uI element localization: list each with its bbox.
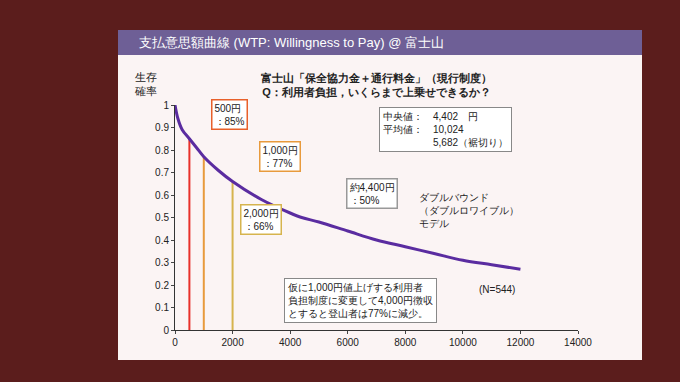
svg-text:0.5: 0.5	[155, 212, 169, 223]
svg-text:0.3: 0.3	[155, 257, 169, 268]
svg-text:0.8: 0.8	[155, 145, 169, 156]
svg-text:1: 1	[163, 100, 169, 111]
svg-text:0.7: 0.7	[155, 167, 169, 178]
svg-text:(N=544): (N=544)	[479, 284, 515, 295]
svg-text:0.4: 0.4	[155, 235, 169, 246]
svg-text:中央値： 4,402 円平均値： 10,024 5,: 中央値： 4,402 円平均値： 10,024 5,682（裾切り）	[383, 111, 508, 148]
svg-text:生存確率: 生存確率	[134, 71, 157, 97]
svg-text:500円：85%: 500円：85%	[215, 103, 245, 127]
svg-text:約4,400円：50%: 約4,400円：50%	[350, 182, 395, 206]
svg-text:0.9: 0.9	[155, 122, 169, 133]
svg-text:6000: 6000	[337, 337, 360, 348]
svg-text:0: 0	[163, 325, 169, 336]
svg-text:支払意思額曲線 (WTP: Willingness to P: 支払意思額曲線 (WTP: Willingness to Pay) @ 富士山	[139, 35, 444, 50]
svg-text:ダブルバウンド（ダブルロワイブル）モデル: ダブルバウンド（ダブルロワイブル）モデル	[419, 192, 519, 229]
svg-text:仮に1,000円値上げする利用者負担制度に変更して4,000: 仮に1,000円値上げする利用者負担制度に変更して4,000円徴収とすると登山者…	[288, 282, 433, 319]
svg-text:10000: 10000	[449, 337, 477, 348]
svg-text:12000: 12000	[507, 337, 535, 348]
svg-text:4000: 4000	[279, 337, 302, 348]
svg-text:0.2: 0.2	[155, 280, 169, 291]
svg-text:2000: 2000	[221, 337, 244, 348]
svg-text:1,000円：77%: 1,000円：77%	[263, 145, 298, 169]
svg-text:富士山「保全協力金＋通行料金」（現行制度）Q：利用者負担，い: 富士山「保全協力金＋通行料金」（現行制度）Q：利用者負担，いくらまで上乗せできる…	[261, 72, 492, 99]
svg-text:0.6: 0.6	[155, 190, 169, 201]
svg-text:14000: 14000	[564, 337, 592, 348]
svg-text:0: 0	[172, 337, 178, 348]
svg-text:2,000円：66%: 2,000円：66%	[244, 208, 279, 232]
svg-text:8000: 8000	[394, 337, 417, 348]
svg-text:0.1: 0.1	[155, 302, 169, 313]
